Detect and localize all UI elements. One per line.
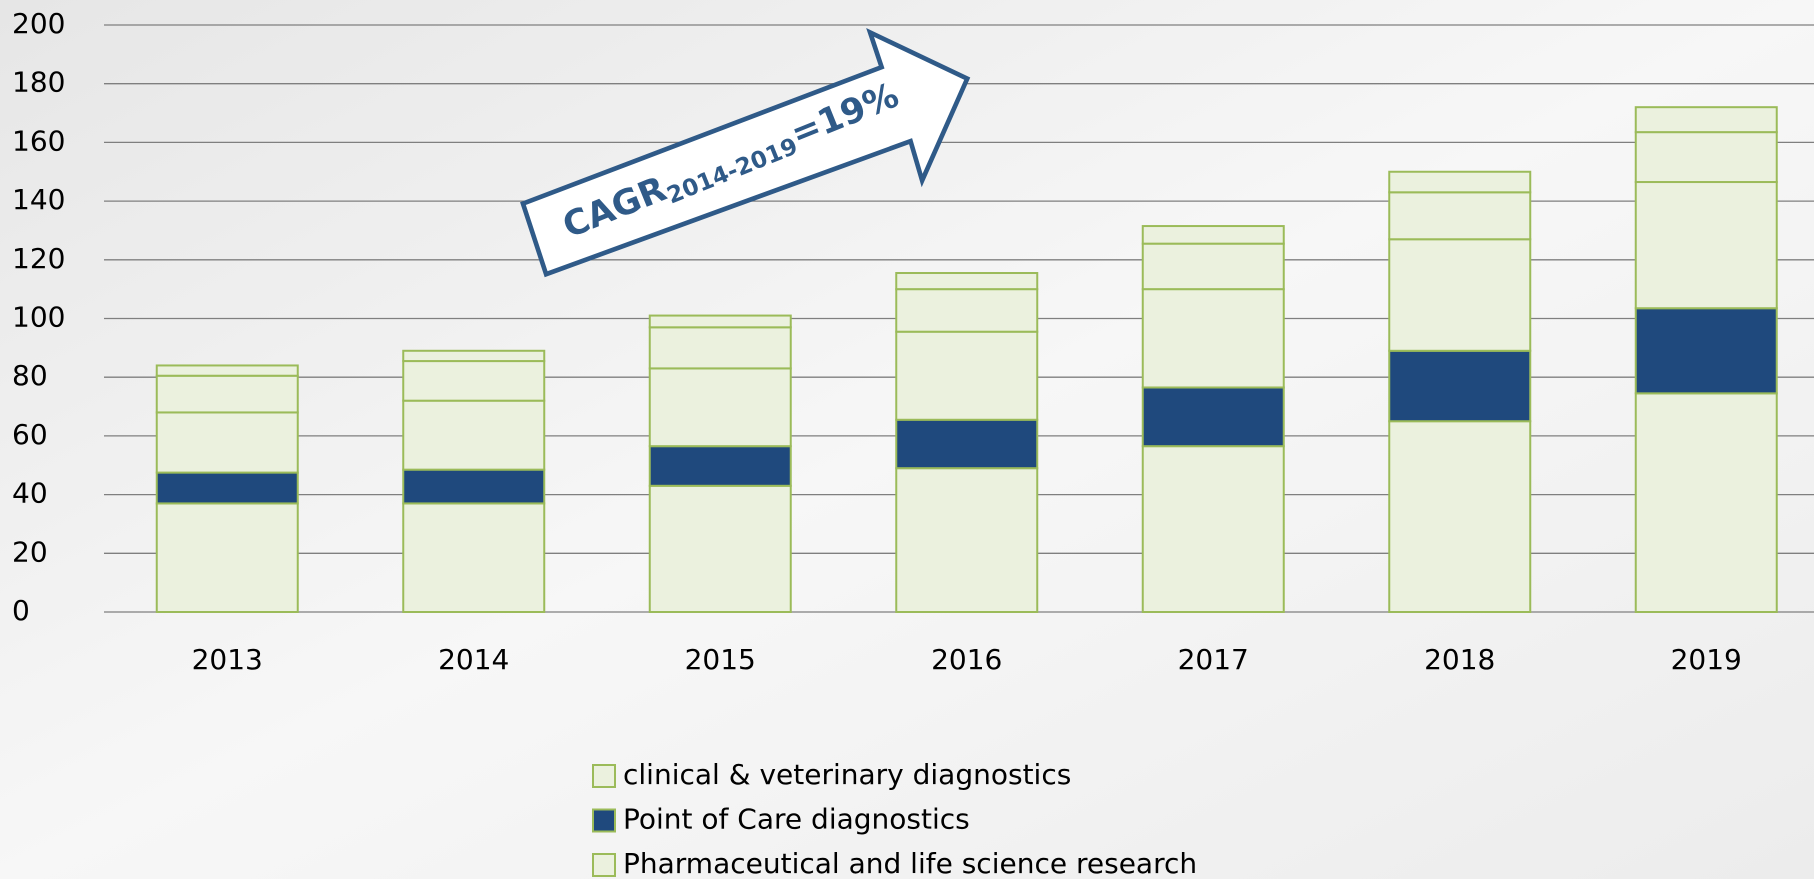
bar-segment xyxy=(1143,446,1284,612)
bar-segment xyxy=(650,368,791,446)
legend-swatch xyxy=(593,854,615,876)
bar-segment xyxy=(896,273,1037,289)
y-tick-label: 180 xyxy=(12,66,65,99)
bar-segment xyxy=(157,376,298,413)
bar-segment xyxy=(1389,351,1530,421)
bar-segment xyxy=(1389,421,1530,612)
bar-segment xyxy=(403,470,544,504)
bar-segment xyxy=(403,401,544,470)
bar-segment xyxy=(896,289,1037,332)
bar-segment xyxy=(1636,182,1777,308)
y-tick-label: 100 xyxy=(12,301,65,334)
bar-segment xyxy=(650,486,791,612)
page: {"chart_data": {"type": "stacked-bar", "… xyxy=(0,0,1814,879)
y-tick-label: 0 xyxy=(12,594,30,627)
x-tick-label: 2015 xyxy=(685,643,756,676)
bar-segment xyxy=(1389,192,1530,239)
bar-segment xyxy=(1143,387,1284,446)
bar-segment xyxy=(896,332,1037,420)
bar-segment xyxy=(403,503,544,612)
bar-segment xyxy=(896,468,1037,612)
bar-segment xyxy=(1143,289,1284,387)
bar-segment xyxy=(1636,132,1777,182)
bar-segment xyxy=(896,420,1037,468)
x-tick-label: 2013 xyxy=(192,643,263,676)
x-tick-label: 2018 xyxy=(1424,643,1495,676)
bar-segment xyxy=(403,351,544,361)
y-tick-label: 80 xyxy=(12,359,48,392)
bar-segment xyxy=(157,412,298,472)
bar-segment xyxy=(650,316,791,328)
legend-label: Point of Care diagnostics xyxy=(623,803,970,836)
bar-segment xyxy=(1636,308,1777,393)
bar-segment xyxy=(1143,226,1284,244)
bar-segment xyxy=(650,327,791,368)
y-tick-label: 140 xyxy=(12,183,65,216)
legend-swatch xyxy=(593,765,615,787)
y-tick-label: 120 xyxy=(12,242,65,275)
x-tick-label: 2014 xyxy=(438,643,509,676)
bar-segment xyxy=(157,365,298,375)
bar-segment xyxy=(157,503,298,612)
bar-segment xyxy=(403,361,544,401)
bar-segment xyxy=(1389,172,1530,193)
y-tick-label: 20 xyxy=(12,535,48,568)
y-tick-label: 160 xyxy=(12,124,65,157)
bar-segment xyxy=(1389,239,1530,351)
y-tick-label: 200 xyxy=(12,7,65,40)
x-tick-label: 2017 xyxy=(1178,643,1249,676)
y-tick-label: 40 xyxy=(12,477,48,510)
bar-segment xyxy=(157,473,298,504)
x-tick-label: 2019 xyxy=(1671,643,1742,676)
legend-swatch xyxy=(593,810,615,832)
bar-segment xyxy=(650,446,791,486)
chart: 0 20 40 60 80 100 120 140 160 180 200 2013 2014 2015 2… xyxy=(0,0,1814,879)
x-tick-label: 2016 xyxy=(931,643,1002,676)
bar-segment xyxy=(1143,244,1284,289)
bar-segment xyxy=(1636,393,1777,612)
bar-segment xyxy=(1636,107,1777,132)
legend-label: clinical & veterinary diagnostics xyxy=(623,758,1071,791)
y-tick-label: 60 xyxy=(12,418,48,451)
legend-label: Pharmaceutical and life science research xyxy=(623,847,1197,879)
